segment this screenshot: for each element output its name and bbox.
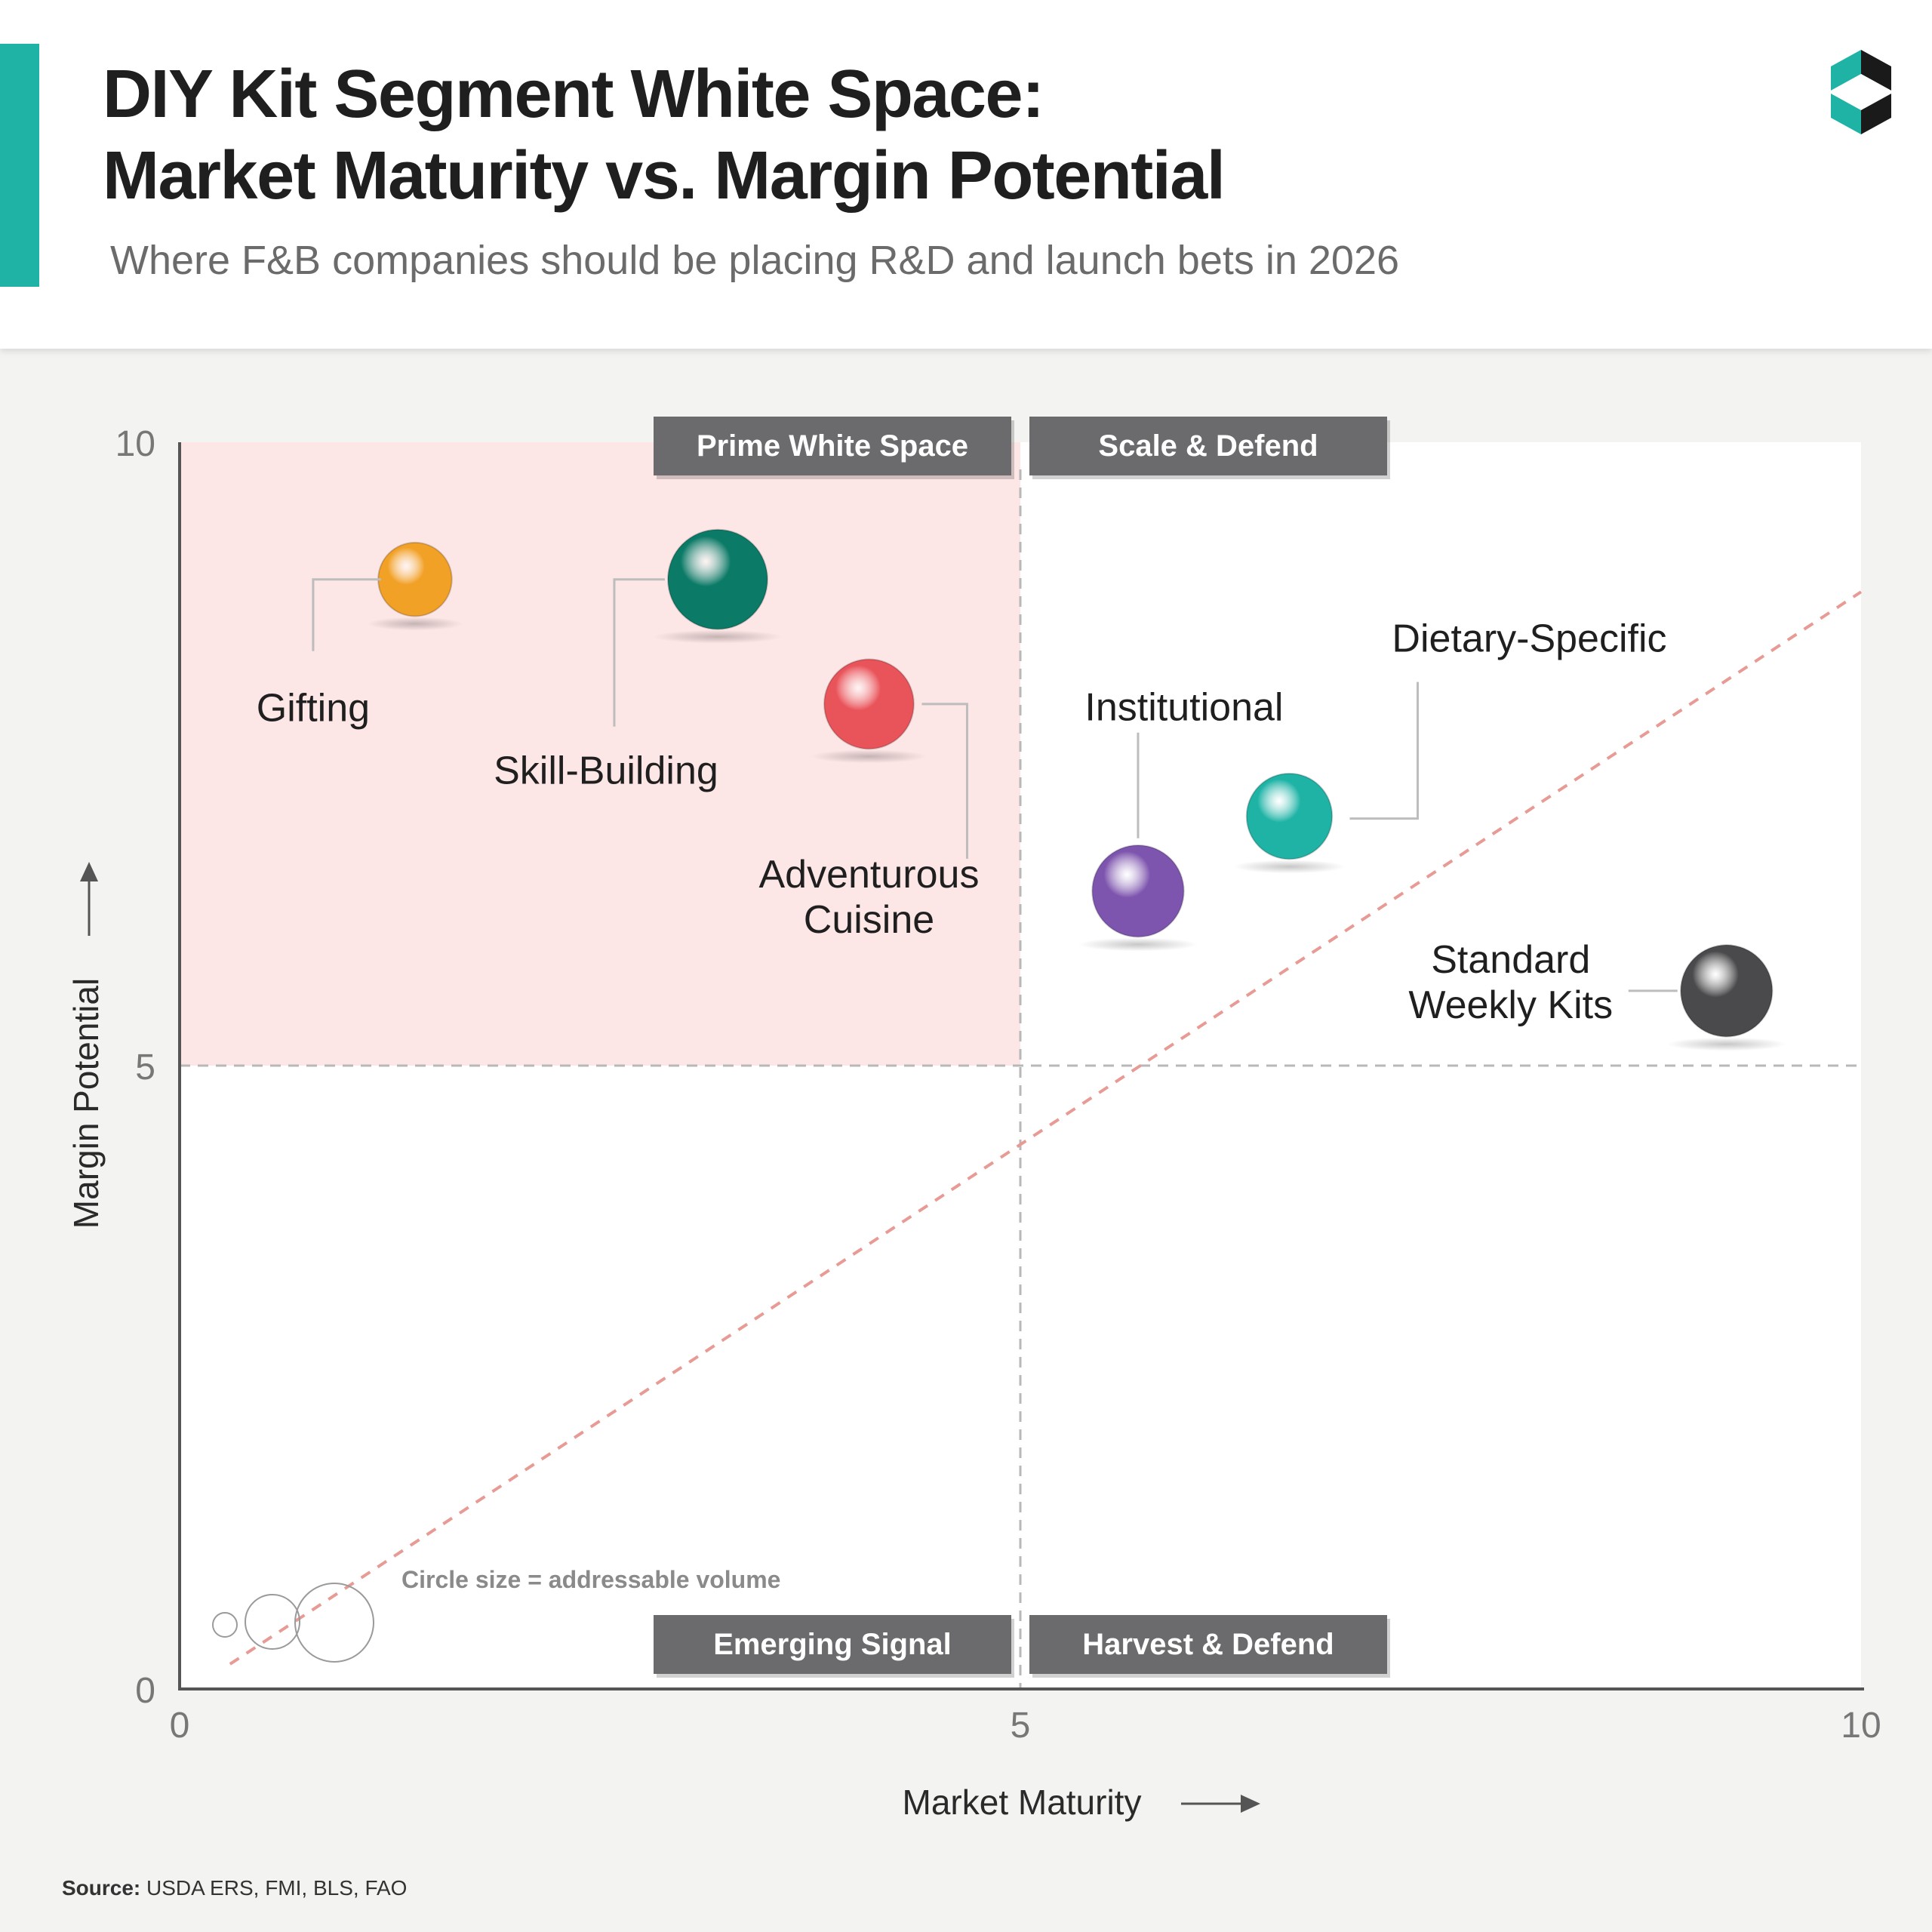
x-tick-label-0: 0 <box>170 1706 190 1746</box>
size-legend-small-circle <box>212 1612 238 1638</box>
quadrant-labels: Prime White Space Scale & Defend Emerging … <box>654 417 1390 1678</box>
bubble-adventurous-cuisine <box>824 659 914 749</box>
quadrant-label-prime-white-space: Prime White Space <box>654 417 1014 479</box>
source-note: Source: USDA ERS, FMI, BLS, FAO <box>62 1876 407 1900</box>
svg-text:Prime White Space: Prime White Space <box>697 429 968 463</box>
size-legend: Circle size = addressable volume <box>212 1566 780 1663</box>
chart-title-line-2: Market Maturity vs. Margin Potential <box>103 138 1226 214</box>
point-label-standard-weekly-kits: Weekly Kits <box>1408 983 1613 1027</box>
point-label-skill-building: Skill-Building <box>494 749 718 793</box>
source-text: USDA ERS, FMI, BLS, FAO <box>146 1876 408 1900</box>
y-tick-labels: 0 5 10 <box>115 424 155 1711</box>
size-legend-large-circle <box>294 1583 374 1663</box>
point-skill-building: Skill-Building <box>494 528 783 793</box>
x-tick-label-10: 10 <box>1841 1706 1881 1746</box>
x-tick-labels: 0 5 10 <box>170 1706 1881 1746</box>
x-tick-label-5: 5 <box>1011 1706 1031 1746</box>
y-axis-arrow-icon <box>80 862 98 936</box>
size-legend-medium-circle <box>245 1594 300 1650</box>
svg-text:Harvest & Defend: Harvest & Defend <box>1082 1628 1334 1661</box>
point-dietary-specific: Dietary-Specific <box>1233 617 1667 874</box>
point-label-standard-weekly-kits: Standard <box>1431 938 1590 982</box>
point-institutional: Institutional <box>1078 686 1283 952</box>
brand-logo-icon <box>1831 50 1891 134</box>
point-label-adventurous-cuisine: Adventurous <box>758 853 979 897</box>
point-label-dietary-specific: Dietary-Specific <box>1392 617 1666 661</box>
point-label-adventurous-cuisine: Cuisine <box>804 898 934 942</box>
source-label: Source: <box>62 1876 141 1900</box>
leader-line-gifting <box>312 578 381 651</box>
y-tick-label-0: 0 <box>135 1671 155 1711</box>
size-legend-text: Circle size = addressable volume <box>401 1566 780 1593</box>
y-tick-label-10: 10 <box>115 424 155 464</box>
header: DIY Kit Segment White Space: Market Matu… <box>0 0 1932 349</box>
accent-bar <box>0 44 39 287</box>
chart-title-line-1: DIY Kit Segment White Space: <box>103 57 1044 132</box>
svg-text:Emerging Signal: Emerging Signal <box>713 1628 952 1661</box>
leader-line-skill-building <box>613 578 665 727</box>
quadrant-label-harvest-defend: Harvest & Defend <box>1029 1615 1390 1678</box>
x-axis-arrow-icon <box>1181 1795 1260 1813</box>
leader-line-dietary-specific <box>1349 681 1419 820</box>
x-axis-title: Market Maturity <box>903 1783 1142 1822</box>
point-gifting: Gifting <box>257 541 463 731</box>
bubble-gifting <box>378 542 452 617</box>
chart-subtitle: Where F&B companies should be placing R&… <box>110 238 1400 283</box>
point-label-gifting: Gifting <box>257 687 370 731</box>
bubble-institutional <box>1092 845 1184 937</box>
y-tick-label-5: 5 <box>135 1048 155 1088</box>
svg-text:Scale & Defend: Scale & Defend <box>1098 429 1318 463</box>
quadrant-label-emerging-signal: Emerging Signal <box>654 1615 1014 1678</box>
bubble-dietary-specific <box>1246 773 1333 860</box>
y-axis-title: Margin Potential <box>66 978 106 1229</box>
quadrant-label-scale-defend: Scale & Defend <box>1029 417 1390 479</box>
leader-line-adventurous-cuisine <box>921 703 968 859</box>
bubble-standard-weekly-kits <box>1681 945 1773 1037</box>
bubble-skill-building <box>667 529 768 629</box>
point-label-institutional: Institutional <box>1084 686 1283 730</box>
